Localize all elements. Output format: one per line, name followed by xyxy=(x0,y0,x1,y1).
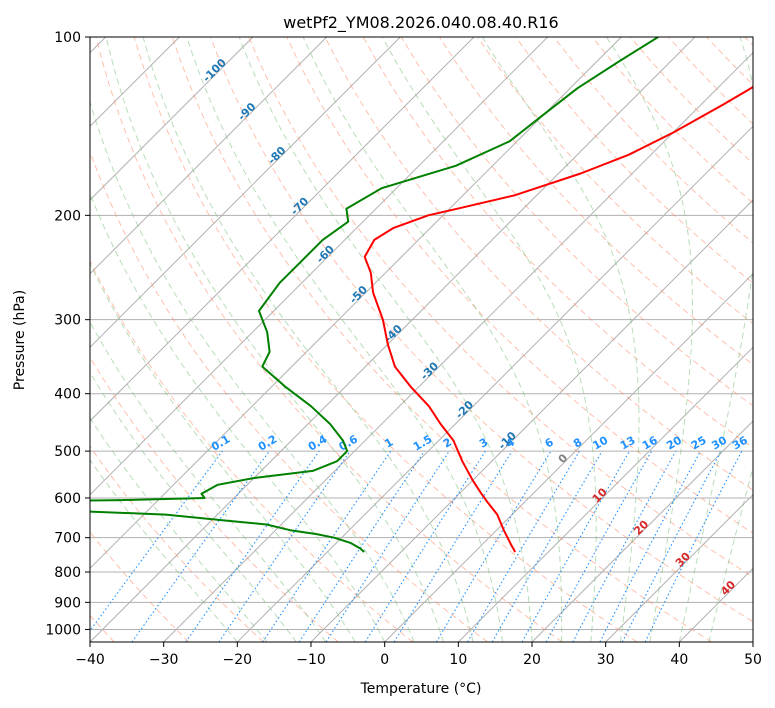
x-tick-label: 40 xyxy=(670,652,688,668)
moist-adiabat-line xyxy=(90,459,238,642)
moist-adiabat-line xyxy=(606,37,693,642)
dry-adiabat-line xyxy=(515,37,753,284)
mixing-ratio-line xyxy=(218,450,351,642)
mixing-ratio-line xyxy=(185,450,320,642)
dry-adiabat-line xyxy=(90,445,264,642)
y-tick-label: 1000 xyxy=(45,622,81,638)
y-tick-label: 600 xyxy=(54,491,81,507)
dry-adiabat-line xyxy=(90,356,339,642)
isotherm-line xyxy=(90,37,696,642)
mixing-ratio-line xyxy=(262,450,392,642)
y-tick-label: 900 xyxy=(54,595,81,611)
mixing-ratio-line xyxy=(545,450,653,642)
x-tick-label: 10 xyxy=(449,652,467,668)
isotherm-line xyxy=(236,125,753,642)
isotherm-line xyxy=(605,493,753,642)
moist-adiabat-line xyxy=(90,417,268,642)
y-tick-label: 100 xyxy=(54,30,81,46)
moist-adiabat-line xyxy=(90,192,386,642)
isotherm-line xyxy=(90,37,254,201)
dry-adiabat-line xyxy=(324,37,753,491)
moist-adiabat-line xyxy=(90,262,356,642)
mixing-ratio-line xyxy=(572,450,677,642)
mixing-ratio-line xyxy=(90,450,223,632)
mixing-ratio-line xyxy=(644,450,743,642)
dewpoint-profile-line xyxy=(90,37,659,553)
dry-adiabat-line xyxy=(133,37,638,642)
isotherm-line xyxy=(90,37,549,496)
temperature-profile-line xyxy=(363,85,753,553)
moist-adiabat-line xyxy=(90,99,415,642)
moist-adiabat-line xyxy=(678,37,753,642)
dry-adiabat-line xyxy=(248,37,753,578)
mixing-ratio-line xyxy=(298,450,425,642)
y-tick-label: 800 xyxy=(54,565,81,581)
moist-adiabat-line xyxy=(238,37,533,642)
moist-adiabat-line xyxy=(302,37,563,642)
y-tick-label: 300 xyxy=(54,313,81,329)
chart-title: wetPf2_YM08.2026.040.08.40.R16 xyxy=(283,13,558,33)
isotherm-line xyxy=(531,420,753,642)
x-axis-label: Temperature (°C) xyxy=(360,681,482,697)
moist-adiabat-line xyxy=(708,465,753,642)
y-tick-label: 500 xyxy=(54,444,81,460)
y-tick-label: 700 xyxy=(54,531,81,547)
moist-adiabat-line xyxy=(381,37,597,642)
x-tick-label: −20 xyxy=(223,652,253,668)
isotherm-line xyxy=(90,37,401,349)
x-tick-label: −10 xyxy=(296,652,326,668)
moist-adiabat-line xyxy=(90,371,297,642)
mixing-ratio-line xyxy=(393,450,513,642)
moist-adiabat-line xyxy=(90,321,327,642)
isotherm-line xyxy=(163,51,753,642)
dry-adiabat-line xyxy=(210,37,753,623)
y-tick-label: 400 xyxy=(54,387,81,403)
moist-adiabat-line xyxy=(481,37,640,642)
x-tick-label: −40 xyxy=(75,652,105,668)
dry-adiabat-line xyxy=(90,259,414,642)
x-tick-label: 0 xyxy=(380,652,389,668)
isotherm-line xyxy=(384,272,753,642)
mixing-ratio-line xyxy=(131,450,270,642)
moist-adiabat-line xyxy=(105,37,445,642)
isotherm-line xyxy=(90,37,475,422)
moist-adiabat-line xyxy=(186,37,503,642)
x-tick-label: 30 xyxy=(597,652,615,668)
x-tick-label: −30 xyxy=(149,652,179,668)
moist-adiabat-line xyxy=(142,37,474,642)
x-tick-label: 50 xyxy=(744,652,762,668)
y-tick-label: 200 xyxy=(54,208,81,224)
dry-adiabat-line xyxy=(171,37,712,642)
isotherm-line xyxy=(90,37,328,275)
dry-adiabat-line xyxy=(95,37,563,642)
y-axis-label: Pressure (hPa) xyxy=(12,290,28,390)
mixing-ratio-line xyxy=(521,450,630,642)
mixing-ratio-line xyxy=(325,450,450,642)
dry-adiabat-line xyxy=(286,37,753,534)
isotherm-line xyxy=(90,37,622,570)
isotherm-line xyxy=(457,346,753,642)
x-tick-label: 20 xyxy=(523,652,541,668)
plot-frame xyxy=(89,36,754,643)
